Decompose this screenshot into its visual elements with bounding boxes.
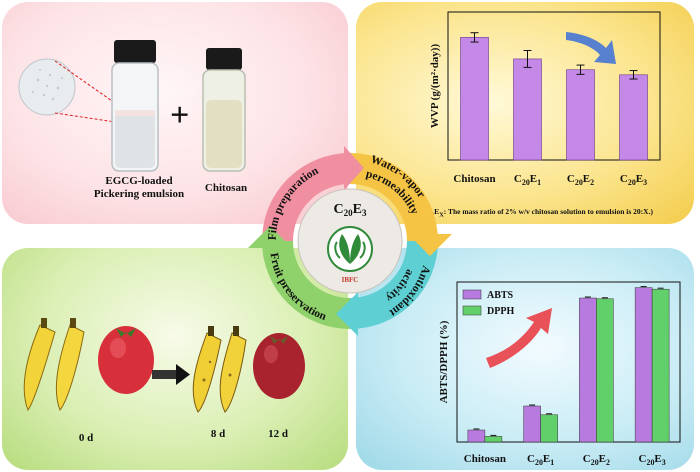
fruit-illustration xyxy=(23,318,305,413)
antiox-bar-dpph xyxy=(484,436,503,443)
ibfc-leaf-logo-icon xyxy=(327,226,373,272)
cycle-arrow-2-icon xyxy=(408,234,452,256)
cycle-segment-film-preparation xyxy=(262,153,350,241)
ibfc-logo-text: IBFC xyxy=(342,276,359,284)
antiox-bar-dpph xyxy=(651,288,670,443)
legend-swatch-dpph xyxy=(462,305,482,316)
day-0-label: 0 d xyxy=(78,432,94,444)
banana-day0-a xyxy=(23,318,56,412)
tomato-day0 xyxy=(98,326,154,394)
chitosan-vial xyxy=(202,48,246,172)
legend-label-abts: ABTS xyxy=(487,290,514,301)
wvp-y-axis-label: WVP (g/(m²·day)) xyxy=(429,44,441,129)
day-8-label: 8 d xyxy=(210,428,226,440)
antiox-plot-frame xyxy=(456,281,681,443)
film-prep-illustration: + xyxy=(18,40,246,172)
legend-swatch-abts xyxy=(462,289,482,300)
antiox-bar-abts xyxy=(523,405,541,443)
antiox-bar-dpph xyxy=(596,298,614,443)
wvp-chart: Chitosan C20E1 C20E2 C20E3 WVP (g/(m²·day)) xyxy=(429,11,661,187)
banana-day0-b xyxy=(55,318,85,411)
cycle-segment-antioxidant xyxy=(350,241,438,329)
wvp-bar xyxy=(513,58,542,161)
antiox-y-axis-label: ABTS/DPPH (%) xyxy=(438,320,450,403)
wvp-x-tick-label: C20E2 xyxy=(567,173,594,187)
wvp-plot-frame xyxy=(447,11,661,161)
day-12-label: 12 d xyxy=(268,428,288,440)
wvp-x-tick-label: C20E1 xyxy=(514,173,541,187)
antiox-bar-abts xyxy=(579,297,597,443)
cycle-arrow-3-icon xyxy=(336,292,358,336)
cycle-segment-water-vapor xyxy=(350,153,438,241)
wvp-bar xyxy=(619,74,648,161)
emulsion-label: EGCG-loaded Pickering emulsion xyxy=(93,175,185,200)
cycle-arrow-1-icon xyxy=(344,146,364,190)
tomato-day12 xyxy=(253,333,305,399)
antiox-x-tick-label: C20E3 xyxy=(639,453,666,467)
banana-day8-a xyxy=(192,326,222,413)
antiox-x-tick-label: C20E2 xyxy=(583,453,610,467)
banana-day8-b xyxy=(219,326,247,413)
cycle-segment-fruit-preservation xyxy=(262,241,350,329)
wvp-x-tick-label: Chitosan xyxy=(453,173,495,185)
process-cycle: C20E3 IBFC Film preparation Water-vapor … xyxy=(248,146,452,336)
antiox-bar-abts xyxy=(467,429,486,443)
antiox-x-tick-label: Chitosan xyxy=(464,453,506,465)
wvp-x-tick-label: C20E3 xyxy=(620,173,647,187)
plus-sign: + xyxy=(170,97,189,134)
increase-arrow-icon xyxy=(486,308,552,368)
time-arrow-icon xyxy=(152,364,190,385)
legend-label-dpph: DPPH xyxy=(487,306,514,317)
wvp-bar xyxy=(566,69,595,161)
emulsion-vial xyxy=(111,40,159,172)
cycle-arrow-4-icon xyxy=(248,226,292,248)
antiox-x-tick-label: C20E1 xyxy=(527,453,554,467)
center-formula: C20E3 xyxy=(334,202,367,218)
chitosan-label: Chitosan xyxy=(204,182,248,194)
decrease-arrow-icon xyxy=(566,32,616,64)
antiox-bar-dpph xyxy=(540,414,558,443)
antiox-bar-abts xyxy=(634,287,653,443)
